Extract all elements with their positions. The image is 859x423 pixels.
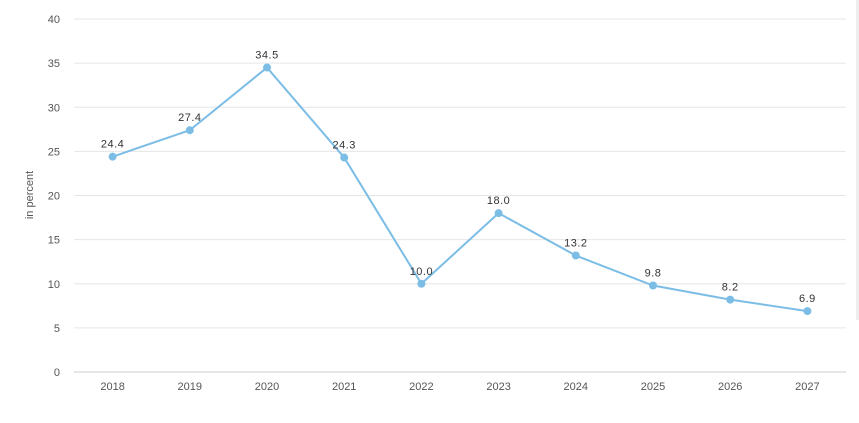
x-tick-label: 2026 (718, 381, 742, 393)
x-tick-label: 2023 (486, 381, 510, 393)
x-tick-label: 2024 (564, 381, 588, 393)
data-point (803, 307, 812, 316)
data-point (417, 279, 426, 288)
data-point (108, 152, 117, 161)
data-label: 13.2 (564, 238, 587, 250)
data-label: 34.5 (255, 50, 278, 62)
y-tick-label: 15 (48, 235, 60, 247)
x-tick-label: 2020 (255, 381, 279, 393)
x-tick-label: 2021 (332, 381, 356, 393)
scrollbar-edge (856, 0, 859, 320)
x-tick-label: 2019 (178, 381, 202, 393)
x-tick-label: 2022 (409, 381, 433, 393)
y-tick-label: 10 (48, 279, 60, 291)
data-point (340, 153, 349, 162)
grid-lines (74, 18, 846, 373)
data-point (571, 251, 580, 260)
data-label: 24.3 (332, 140, 355, 152)
y-tick-label: 35 (48, 58, 60, 70)
y-tick-label: 20 (48, 191, 60, 203)
y-tick-label: 0 (54, 367, 60, 379)
y-tick-label: 5 (54, 323, 60, 335)
data-label: 18.0 (487, 195, 510, 207)
data-points (108, 63, 812, 316)
x-tick-label: 2025 (641, 381, 665, 393)
y-tick-label: 30 (48, 102, 60, 114)
x-tick-label: 2018 (100, 381, 124, 393)
data-label: 27.4 (178, 112, 201, 124)
data-label: 9.8 (645, 268, 662, 280)
data-label: 6.9 (799, 293, 816, 305)
data-label: 24.4 (101, 139, 124, 151)
data-label: 8.2 (722, 282, 739, 294)
data-point (185, 126, 194, 135)
series-path (112, 66, 808, 313)
data-label: 10.0 (410, 266, 433, 278)
data-point (726, 295, 735, 304)
series-line (112, 66, 808, 313)
x-axis-ticks: 2018 2019 2020 2021 2022 2023 2024 2025 2026 2027 (100, 381, 819, 393)
y-tick-label: 25 (48, 146, 60, 158)
y-tick-label: 40 (48, 14, 60, 26)
x-tick-label: 2027 (795, 381, 819, 393)
y-axis-title: in percent (24, 171, 36, 219)
data-point (494, 209, 503, 218)
data-point (263, 63, 271, 72)
data-point (649, 281, 657, 290)
y-axis-ticks: 0 5 10 15 20 25 30 35 40 (48, 14, 60, 379)
data-labels: 24.4 27.4 34.5 24.3 10.0 18.0 13.2 9.8 8.2 6.9 (101, 50, 816, 306)
